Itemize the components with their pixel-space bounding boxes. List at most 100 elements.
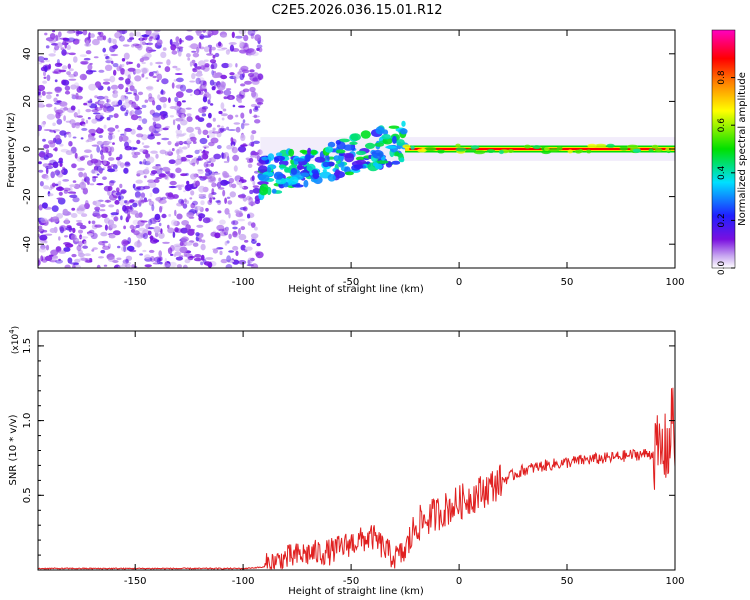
- signal-blob: [401, 120, 406, 127]
- noise-speckle: [120, 189, 127, 194]
- noise-speckle: [226, 196, 231, 199]
- noise-speckle: [172, 119, 176, 126]
- noise-speckle: [45, 167, 49, 175]
- noise-speckle: [62, 52, 70, 55]
- noise-speckle: [66, 45, 71, 50]
- noise-speckle: [223, 160, 229, 164]
- noise-speckle: [133, 151, 141, 156]
- carrier-blob: [654, 148, 663, 152]
- noise-speckle: [148, 41, 152, 46]
- noise-speckle: [196, 30, 202, 36]
- carrier-blob: [586, 149, 592, 154]
- noise-speckle: [76, 222, 83, 227]
- noise-speckle: [167, 151, 174, 157]
- signal-blob: [333, 155, 340, 162]
- noise-speckle: [107, 57, 113, 62]
- noise-speckle: [103, 54, 108, 57]
- noise-speckle: [176, 264, 182, 268]
- noise-speckle: [112, 44, 119, 49]
- noise-speckle: [56, 186, 64, 191]
- spectrogram-y-ticks: -40 -20 0 20 40: [22, 47, 675, 252]
- signal-blob: [257, 165, 268, 173]
- signal-blob: [371, 149, 384, 159]
- noise-speckle: [107, 243, 111, 249]
- noise-speckle: [247, 30, 256, 36]
- noise-speckle: [68, 68, 74, 72]
- noise-speckle: [252, 77, 259, 82]
- noise-speckle: [251, 222, 256, 228]
- noise-speckle: [207, 161, 212, 164]
- noise-speckle: [99, 204, 106, 208]
- noise-speckle: [85, 40, 90, 47]
- signal-blob: [374, 142, 385, 147]
- noise-speckle: [135, 31, 141, 37]
- noise-speckle: [96, 95, 105, 100]
- noise-speckle: [57, 31, 62, 38]
- noise-speckle: [133, 230, 140, 236]
- noise-speckle: [78, 204, 87, 211]
- noise-speckle: [229, 96, 233, 100]
- noise-speckle: [179, 84, 187, 92]
- noise-speckle: [175, 167, 182, 174]
- noise-speckle: [45, 175, 50, 181]
- carrier-blob: [410, 145, 415, 150]
- noise-speckle: [178, 187, 182, 191]
- noise-speckle: [125, 263, 131, 268]
- noise-speckle: [63, 247, 71, 252]
- noise-speckle: [144, 254, 151, 259]
- noise-speckle: [174, 209, 177, 217]
- noise-speckle: [148, 125, 156, 133]
- noise-speckle: [115, 192, 122, 196]
- noise-speckle: [256, 44, 263, 49]
- noise-speckle: [38, 56, 45, 62]
- noise-speckle: [197, 128, 202, 135]
- noise-speckle: [145, 30, 152, 35]
- noise-speckle: [217, 210, 222, 214]
- signal-blob: [338, 138, 351, 143]
- noise-speckle: [66, 40, 73, 43]
- noise-speckle: [192, 162, 196, 167]
- carrier-blob: [455, 143, 461, 148]
- noise-speckle: [162, 103, 167, 109]
- noise-speckle: [58, 236, 61, 241]
- noise-speckle: [216, 181, 222, 188]
- noise-speckle: [94, 101, 100, 105]
- signal-blob: [284, 166, 289, 173]
- noise-speckle: [51, 43, 59, 46]
- noise-speckle: [94, 206, 101, 211]
- noise-speckle: [232, 245, 239, 251]
- noise-speckle: [208, 157, 212, 162]
- signal-blob: [360, 130, 371, 139]
- noise-speckle: [184, 198, 187, 203]
- noise-speckle: [116, 30, 122, 33]
- noise-speckle: [201, 239, 206, 243]
- noise-speckle: [122, 259, 129, 265]
- noise-speckle: [74, 258, 81, 263]
- noise-speckle: [252, 185, 260, 189]
- noise-speckle: [198, 193, 204, 198]
- noise-speckle: [118, 83, 124, 90]
- noise-speckle: [81, 127, 88, 131]
- noise-speckle: [165, 261, 168, 266]
- noise-speckle: [208, 30, 211, 38]
- noise-speckle: [248, 72, 254, 78]
- noise-speckle: [49, 159, 57, 165]
- noise-speckle: [42, 80, 47, 84]
- noise-speckle: [156, 73, 163, 81]
- noise-speckle: [232, 226, 238, 230]
- noise-speckle: [218, 41, 222, 47]
- noise-speckle: [172, 231, 176, 238]
- carrier-blob: [470, 145, 480, 150]
- noise-speckle: [132, 202, 138, 208]
- noise-speckle: [202, 217, 211, 224]
- noise-speckle: [113, 216, 119, 222]
- noise-speckle: [104, 64, 113, 72]
- signal-blob: [296, 163, 303, 171]
- noise-speckle: [98, 100, 105, 105]
- noise-speckle: [212, 248, 220, 251]
- noise-speckle: [119, 183, 123, 189]
- noise-speckle: [76, 115, 83, 118]
- noise-speckle: [92, 176, 97, 183]
- noise-speckle: [205, 207, 209, 212]
- noise-speckle: [171, 82, 175, 89]
